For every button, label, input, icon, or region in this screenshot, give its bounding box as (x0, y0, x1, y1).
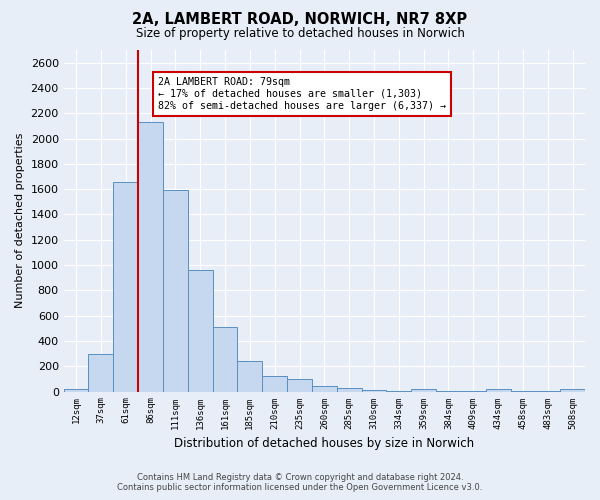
Text: 2A LAMBERT ROAD: 79sqm
← 17% of detached houses are smaller (1,303)
82% of semi-: 2A LAMBERT ROAD: 79sqm ← 17% of detached… (158, 78, 446, 110)
Bar (88, 354, 113, 392)
Bar (212, 327, 238, 392)
Bar (560, 389, 585, 392)
Bar (138, 122, 163, 392)
Bar (362, 390, 386, 392)
Bar (411, 389, 436, 392)
Bar (64, 389, 88, 392)
Text: 2A, LAMBERT ROAD, NORWICH, NR7 8XP: 2A, LAMBERT ROAD, NORWICH, NR7 8XP (133, 12, 467, 28)
Bar (163, 190, 188, 392)
X-axis label: Distribution of detached houses by size in Norwich: Distribution of detached houses by size … (174, 437, 475, 450)
Bar (312, 386, 337, 392)
Bar (337, 388, 362, 392)
Bar (238, 360, 262, 392)
Text: Contains HM Land Registry data © Crown copyright and database right 2024.
Contai: Contains HM Land Registry data © Crown c… (118, 473, 482, 492)
Bar (287, 379, 312, 392)
Text: Size of property relative to detached houses in Norwich: Size of property relative to detached ho… (136, 28, 464, 40)
Bar (386, 391, 411, 392)
Bar (436, 391, 461, 392)
Y-axis label: Number of detached properties: Number of detached properties (15, 133, 25, 308)
Bar (188, 270, 212, 392)
Bar (535, 391, 560, 392)
Bar (485, 389, 511, 392)
Bar (511, 391, 535, 392)
Bar (262, 376, 287, 392)
Bar (113, 182, 138, 392)
Bar (461, 391, 485, 392)
